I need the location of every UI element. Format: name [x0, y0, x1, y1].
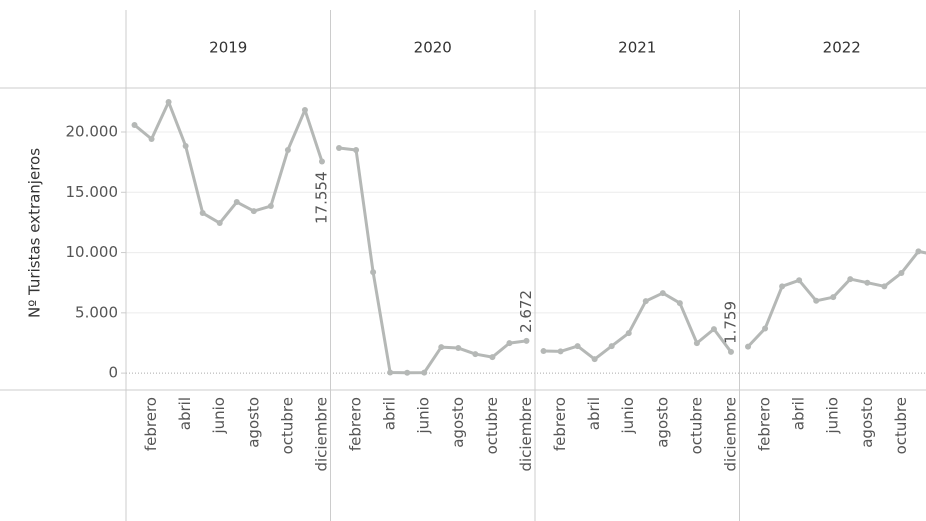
x-tick-label: junio — [415, 397, 433, 435]
x-tick-label: junio — [824, 397, 842, 435]
point — [353, 146, 360, 153]
line — [133, 100, 324, 225]
point — [659, 290, 666, 297]
panel-header: 2020 — [414, 39, 452, 57]
point — [318, 158, 325, 165]
point — [813, 297, 820, 304]
point — [881, 283, 888, 290]
x-tick-label: octubre — [278, 397, 296, 454]
y-tick-label: 20.000 — [66, 123, 119, 141]
x-tick-label: octubre — [687, 397, 705, 454]
data-label: 17.554 — [312, 171, 330, 224]
point — [182, 142, 189, 149]
point — [370, 269, 377, 276]
point — [267, 203, 274, 210]
y-tick-label: 15.000 — [66, 183, 119, 201]
point — [540, 348, 547, 355]
point — [727, 348, 734, 355]
y-axis-title: Nº Turistas extranjeros — [26, 148, 44, 318]
point — [762, 325, 769, 332]
point — [915, 248, 922, 255]
point — [642, 298, 649, 305]
x-tick-label: octubre — [483, 397, 501, 454]
x-tick-label: abril — [790, 397, 808, 430]
panel-header: 2019 — [209, 39, 247, 57]
point — [506, 340, 513, 347]
y-tick-label: 0 — [108, 364, 118, 382]
point — [557, 348, 564, 355]
point — [779, 283, 786, 290]
x-tick-label: junio — [619, 397, 637, 435]
point — [216, 220, 223, 227]
data-label: 2.672 — [517, 290, 535, 333]
point — [710, 326, 717, 333]
x-tick-label: febrero — [347, 397, 365, 451]
point — [387, 369, 394, 376]
line — [338, 146, 527, 375]
line — [543, 291, 733, 361]
x-tick-label: febrero — [142, 397, 160, 451]
point — [523, 337, 530, 344]
point — [830, 294, 837, 301]
point — [284, 146, 291, 153]
point — [455, 345, 462, 352]
x-tick-label: agosto — [244, 397, 262, 448]
point — [489, 354, 496, 361]
point — [796, 277, 803, 284]
y-tick-label: 10.000 — [66, 243, 119, 261]
point — [608, 343, 615, 350]
x-tick-label: diciembre — [721, 397, 739, 472]
x-tick-label: agosto — [653, 397, 671, 448]
point — [250, 208, 257, 215]
x-tick-label: junio — [210, 397, 228, 435]
data-label: 1.759 — [721, 301, 739, 344]
point — [233, 199, 240, 206]
x-tick-label: febrero — [551, 397, 569, 451]
point — [148, 135, 155, 142]
point — [693, 340, 700, 347]
x-tick-label: agosto — [449, 397, 467, 448]
point — [745, 343, 752, 350]
point — [165, 98, 172, 105]
point — [336, 145, 343, 152]
point — [421, 369, 428, 376]
point — [472, 351, 479, 358]
line — [746, 249, 926, 348]
x-tick-label: diciembre — [312, 397, 330, 472]
panel-header: 2021 — [618, 39, 656, 57]
x-tick-label: abril — [176, 397, 194, 430]
point — [199, 210, 206, 217]
x-tick-label: octubre — [892, 397, 910, 454]
point — [438, 344, 445, 351]
point — [301, 106, 308, 113]
point — [591, 356, 598, 363]
panel-header: 2022 — [823, 39, 861, 57]
x-tick-label: abril — [585, 397, 603, 430]
x-tick-label: agosto — [858, 397, 876, 448]
point — [676, 300, 683, 307]
point — [404, 369, 411, 376]
x-tick-label: diciembre — [517, 397, 535, 472]
x-tick-label: abril — [381, 397, 399, 430]
y-tick-label: 5.000 — [75, 303, 118, 321]
point — [864, 279, 871, 286]
point — [131, 122, 138, 129]
x-tick-label: febrero — [756, 397, 774, 451]
point — [847, 276, 854, 283]
point — [625, 330, 632, 337]
point — [574, 343, 581, 350]
point — [898, 270, 905, 277]
